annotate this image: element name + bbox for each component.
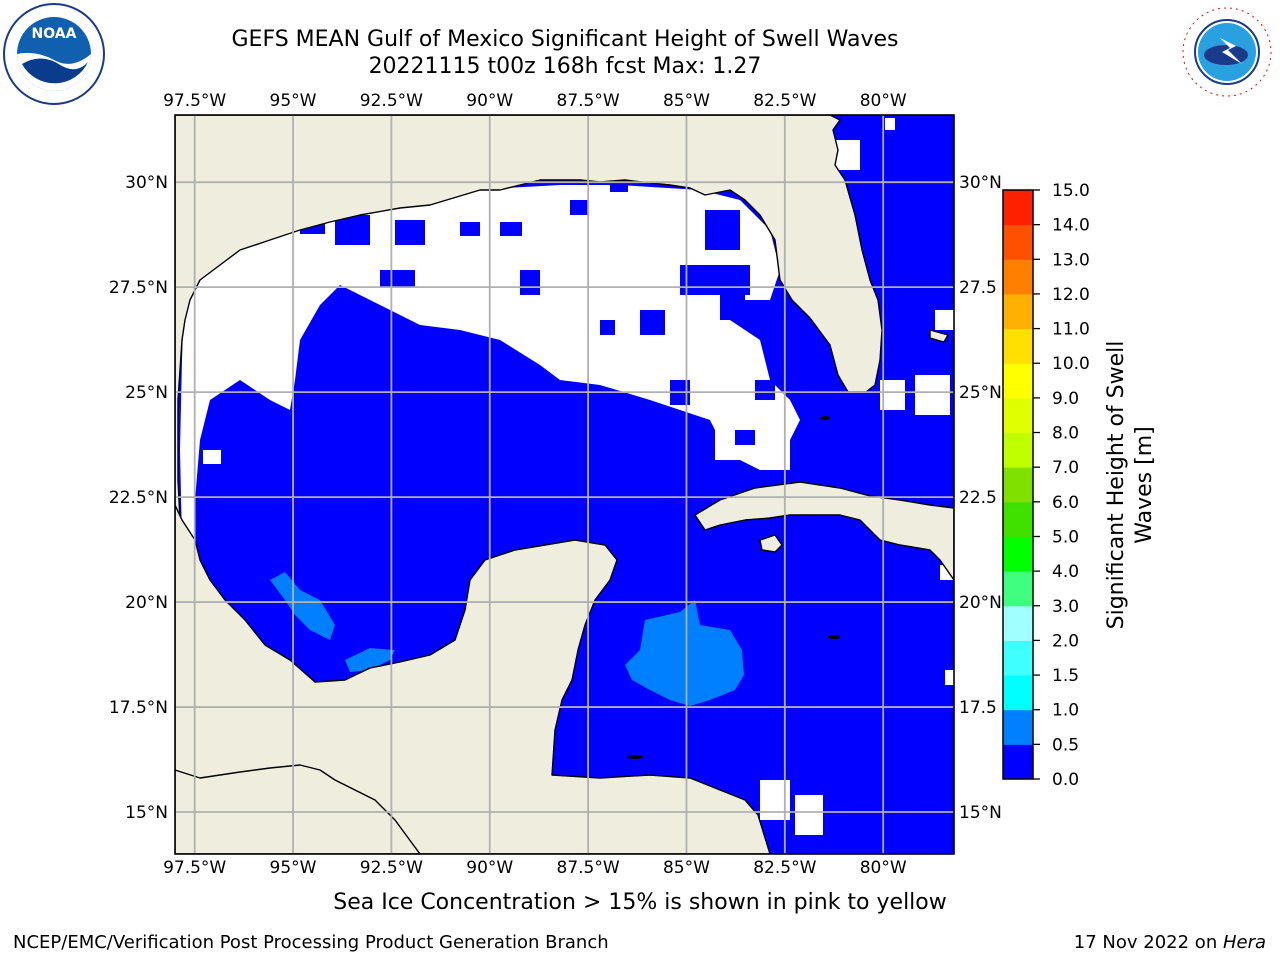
latitude-label: 27.5 (959, 278, 997, 298)
colorbar-segment (1003, 293, 1033, 330)
latitude-label: 27.5°N (109, 278, 168, 298)
longitude-label: 97.5°W (163, 858, 226, 878)
longitude-label: 85°W (663, 91, 710, 111)
longitude-label: 87.5°W (557, 858, 620, 878)
map-title: GEFS MEAN Gulf of Mexico Significant Hei… (231, 27, 899, 52)
footer-date: 17 Nov 2022 on Hera (1074, 932, 1266, 953)
footer-host: Hera (1222, 932, 1266, 953)
latitude-label: 20°N (125, 593, 168, 613)
footer-credit: NCEP/EMC/Verification Post Processing Pr… (13, 932, 609, 953)
colorbar-segment (1003, 363, 1033, 399)
map-frame (174, 114, 955, 855)
colorbar-tick-label: 0.0 (1052, 770, 1079, 790)
latitude-label: 17.5 (959, 698, 997, 718)
colorbar-segment (1003, 467, 1033, 503)
longitude-labels-top: 97.5°W 95°W 92.5°W 90°W 87.5°W 85°W 82.5°W 80°W (163, 91, 907, 111)
longitude-label: 82.5°W (753, 858, 816, 878)
graticule (175, 115, 954, 854)
colorbar-segment (1003, 224, 1033, 260)
colorbar-segment (1003, 432, 1033, 468)
latitude-labels-right: 30°N 27.5 25°N 22.5 20°N 17.5 15°N (959, 173, 1002, 823)
latitude-label: 30°N (125, 173, 168, 193)
colorbar-tick-label: 5.0 (1052, 527, 1079, 547)
islands (627, 416, 840, 759)
colorbar-tick-label: 15.0 (1052, 181, 1090, 201)
latitude-label: 20°N (959, 593, 1002, 613)
latitude-labels-left: 30°N 27.5°N 25°N 22.5°N 20°N 17.5°N 15°N (109, 173, 168, 823)
colorbar-tick-label: 1.0 (1052, 701, 1079, 721)
latitude-label: 25°N (959, 383, 1002, 403)
colorbar-tick-label: 9.0 (1052, 389, 1079, 409)
colorbar-tick-label: 11.0 (1052, 320, 1090, 340)
nws-logo (1180, 5, 1274, 99)
colorbar-tick-label: 4.0 (1052, 562, 1079, 582)
colorbar-label-line1: Significant Height of Swell (1104, 341, 1129, 630)
longitude-label: 92.5°W (360, 91, 423, 111)
colorbar-tick-label: 10.0 (1052, 354, 1090, 374)
colorbar-tick-label: 7.0 (1052, 458, 1079, 478)
longitude-label: 92.5°W (360, 858, 423, 878)
colorbar-segment (1003, 744, 1033, 780)
colorbar-tick-label: 1.5 (1052, 666, 1079, 686)
ocean-patches (300, 180, 775, 445)
colorbar-segment (1003, 640, 1033, 676)
colorbar-tick-label: 14.0 (1052, 216, 1090, 236)
colorbar-tick-label: 2.0 (1052, 631, 1079, 651)
colorbar-frame (1002, 189, 1034, 780)
colorbar-segment (1003, 675, 1033, 711)
colorbar-tick-label: 12.0 (1052, 285, 1090, 305)
longitude-label: 95°W (270, 858, 317, 878)
colorbar-tick-label: 6.0 (1052, 493, 1079, 513)
colorbar-ticks: 0.0 0.5 1.0 1.5 2.0 3.0 4.0 5.0 6.0 7.0 8.0 9.0 10.0… (1033, 181, 1090, 790)
map-subtitle: 20221115 t00z 168h fcst Max: 1.27 (368, 54, 762, 79)
latitude-label: 30°N (959, 173, 1002, 193)
footer-date-text: 17 Nov 2022 on (1073, 932, 1223, 953)
noaa-logo: NOAA (3, 3, 105, 105)
latitude-label: 15°N (959, 803, 1002, 823)
colorbar-segment (1003, 605, 1033, 641)
longitude-label: 90°W (466, 858, 513, 878)
colorbar-segment (1003, 259, 1033, 295)
longitude-label: 85°W (663, 858, 710, 878)
latitude-label: 22.5°N (109, 488, 168, 508)
longitude-label: 97.5°W (163, 91, 226, 111)
map-area (175, 115, 954, 854)
colorbar-segment (1003, 571, 1033, 607)
colorbar-label-line2: Waves [m] (1132, 426, 1157, 543)
noaa-logo-text: NOAA (32, 26, 77, 42)
colorbar (1003, 190, 1033, 780)
colorbar-segment (1003, 328, 1033, 364)
latitude-label: 17.5°N (109, 698, 168, 718)
longitude-label: 87.5°W (557, 91, 620, 111)
latitude-label: 25°N (125, 383, 168, 403)
longitude-label: 80°W (860, 91, 907, 111)
colorbar-segment (1003, 709, 1033, 745)
latitude-label: 22.5 (959, 488, 997, 508)
sea-ice-note: Sea Ice Concentration > 15% is shown in … (333, 890, 947, 915)
longitude-label: 82.5°W (753, 91, 816, 111)
latitude-label: 15°N (125, 803, 168, 823)
colorbar-tick-label: 3.0 (1052, 597, 1079, 617)
colorbar-tick-label: 0.5 (1052, 735, 1079, 755)
longitude-label: 95°W (270, 91, 317, 111)
colorbar-tick-label: 8.0 (1052, 424, 1079, 444)
colorbar-segment (1003, 190, 1033, 226)
colorbar-tick-label: 13.0 (1052, 250, 1090, 270)
longitude-labels-bottom: 97.5°W 95°W 92.5°W 90°W 87.5°W 85°W 82.5°W 80°W (163, 858, 907, 878)
colorbar-segment (1003, 501, 1033, 537)
land (175, 115, 954, 854)
longitude-label: 80°W (860, 858, 907, 878)
longitude-label: 90°W (466, 91, 513, 111)
colorbar-segment (1003, 397, 1033, 434)
colorbar-segment (1003, 536, 1033, 572)
